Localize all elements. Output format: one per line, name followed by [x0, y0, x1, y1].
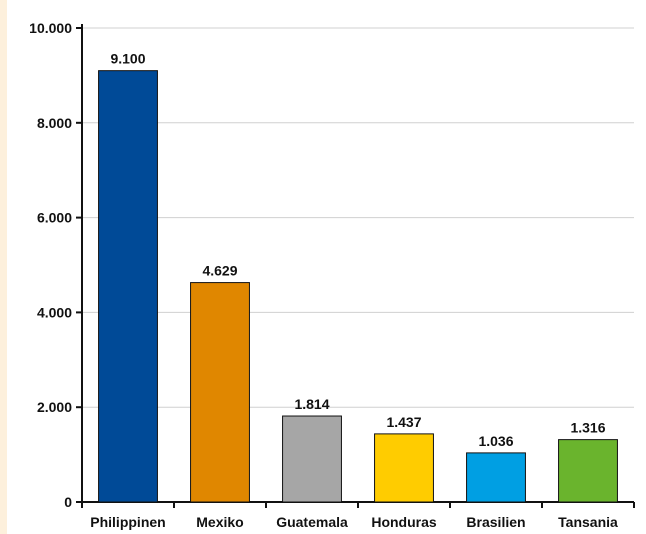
y-tick-label: 10.000: [29, 20, 72, 36]
bar-philippinen: [98, 70, 158, 503]
y-tick-label: 4.000: [37, 304, 72, 320]
category-label: Guatemala: [276, 514, 348, 530]
bar-honduras: [374, 433, 434, 503]
y-tick-label: 0: [64, 494, 72, 510]
grid-lines: [82, 27, 634, 408]
category-label: Honduras: [371, 514, 437, 530]
data-label: 1.036: [478, 433, 513, 449]
category-label: Tansania: [558, 514, 618, 530]
labels: 0 2.000 4.000 6.000 8.000 10.000 9.100 Philippi…: [29, 20, 618, 530]
bar-brasilien: [466, 452, 526, 503]
data-label: 1.316: [570, 420, 605, 436]
bars: [98, 70, 618, 503]
y-tick-label: 2.000: [37, 399, 72, 415]
data-label: 9.100: [110, 51, 145, 67]
bar-guatemala: [282, 415, 342, 503]
data-label: 1.437: [386, 414, 421, 430]
bar-tansania: [558, 439, 618, 503]
data-label: 4.629: [202, 263, 237, 279]
category-label: Philippinen: [90, 514, 165, 530]
category-label: Brasilien: [466, 514, 525, 530]
y-tick-label: 6.000: [37, 210, 72, 226]
axes: [76, 24, 635, 508]
category-label: Mexiko: [196, 514, 243, 530]
y-tick-label: 8.000: [37, 115, 72, 131]
bar-mexiko: [190, 282, 250, 503]
left-accent-strip: [0, 0, 7, 534]
data-label: 1.814: [294, 396, 329, 412]
